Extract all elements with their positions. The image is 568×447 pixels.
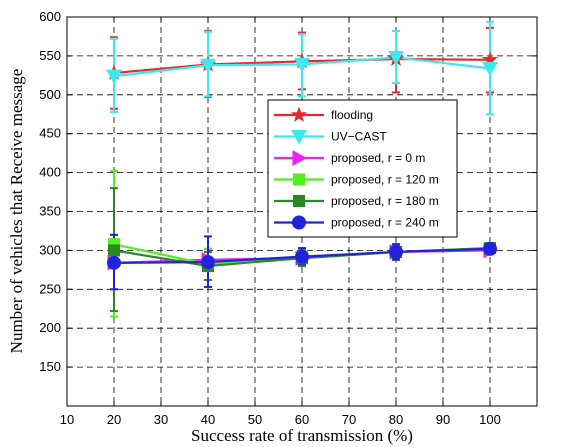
- data-point: [388, 50, 404, 66]
- y-tick-label: 600: [39, 9, 61, 24]
- x-tick-label: 70: [342, 412, 356, 427]
- data-point: [106, 69, 122, 85]
- legend-marker: [292, 215, 306, 230]
- legend-label: proposed, r = 0 m: [331, 151, 425, 165]
- data-point: [200, 58, 216, 74]
- legend-marker: [291, 130, 307, 145]
- y-tick-label: 350: [39, 204, 61, 219]
- data-point: [483, 241, 497, 256]
- data-point: [295, 249, 309, 264]
- y-tick-label: 250: [39, 281, 61, 296]
- x-tick-label: 10: [60, 412, 74, 427]
- data-point: [389, 244, 403, 259]
- x-tick-label: 20: [107, 412, 121, 427]
- y-tick-label: 400: [39, 165, 61, 180]
- x-tick-label: 100: [479, 412, 501, 427]
- y-tick-label: 150: [39, 359, 61, 374]
- legend-box: [267, 99, 458, 238]
- y-tick-label: 500: [39, 87, 61, 102]
- legend-marker: [290, 106, 308, 122]
- y-tick-label: 450: [39, 126, 61, 141]
- y-tick-label: 200: [39, 320, 61, 335]
- x-tick-label: 80: [389, 412, 403, 427]
- x-tick-label: 30: [154, 412, 168, 427]
- markers: [105, 50, 499, 272]
- legend: flooding UV−CAST proposed, r = 0 m proposed…: [267, 99, 458, 238]
- ticks: 10 20 30 40 50 60 70 80 90 100 150 200 250 300 350 400 4…: [39, 9, 538, 427]
- data-point: [107, 255, 121, 270]
- plot-frame: [66, 16, 538, 407]
- legend-label: proposed, r = 240 m: [331, 216, 439, 230]
- legend-label: flooding: [331, 108, 373, 122]
- x-axis-label: Success rate of transmission (%): [191, 426, 413, 445]
- legend-label: proposed, r = 180 m: [331, 194, 439, 208]
- y-axis-label: Number of vehicles that Receive message: [7, 69, 26, 354]
- data-point: [108, 244, 120, 257]
- y-tick-label: 300: [39, 242, 61, 257]
- y-tick-label: 550: [39, 48, 61, 63]
- legend-label: proposed, r = 120 m: [331, 173, 439, 187]
- data-point: [201, 255, 215, 270]
- legend-marker: [292, 150, 308, 166]
- legend-marker: [293, 173, 305, 186]
- data-point: [294, 57, 310, 73]
- x-tick-label: 90: [436, 412, 450, 427]
- x-tick-label: 40: [201, 412, 215, 427]
- x-tick-label: 60: [295, 412, 309, 427]
- legend-marker: [293, 195, 305, 207]
- legend-label: UV−CAST: [331, 130, 387, 144]
- data-point: [482, 61, 498, 77]
- x-tick-label: 50: [248, 412, 262, 427]
